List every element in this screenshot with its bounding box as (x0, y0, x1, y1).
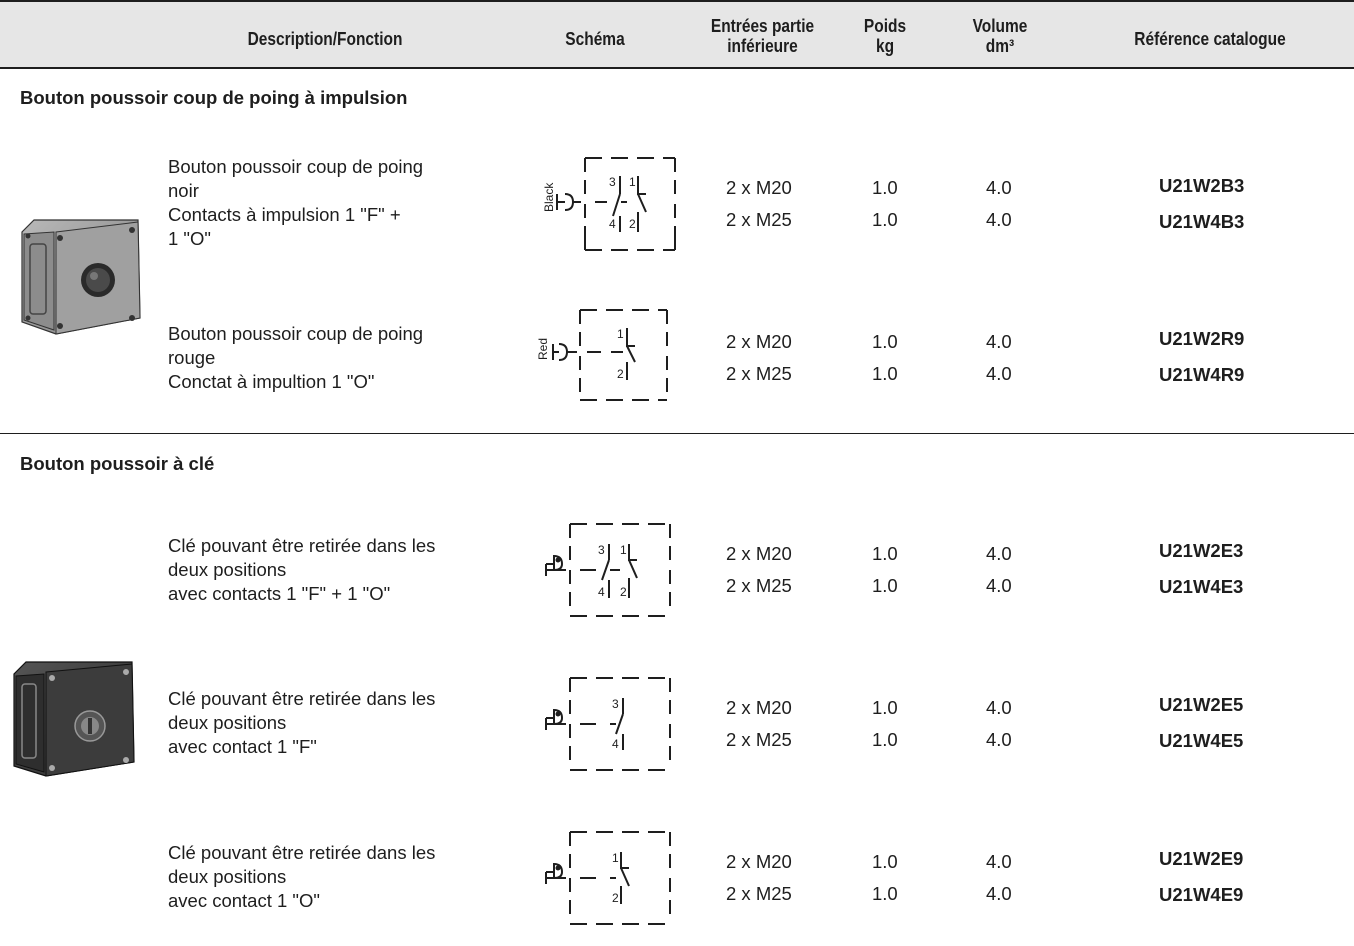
wiring-schema-key-nc: 1 2 (545, 831, 671, 925)
wiring-schema-nc: Red 1 2 (536, 309, 668, 401)
wiring-schema-no-nc: Black 3 4 1 2 (542, 157, 676, 251)
svg-text:4: 4 (598, 585, 605, 599)
svg-text:Red: Red (536, 338, 550, 360)
volume-value: 4.0 (986, 331, 1012, 352)
section-title: Bouton poussoir coup de poing à impulsio… (20, 87, 408, 108)
volume-value: 4.0 (986, 543, 1012, 564)
header-weight: Poids kg (863, 16, 907, 56)
product-description: Clé pouvant être retirée dans les deux p… (168, 842, 436, 911)
section-title: Bouton poussoir à clé (20, 453, 215, 474)
catalogue-reference: U21W4R9 (1159, 364, 1245, 385)
entry-value: 2 x M25 (726, 575, 792, 596)
enclosure-pushbutton-image (21, 219, 141, 335)
weight-value: 1.0 (872, 851, 898, 872)
volume-value: 4.0 (986, 575, 1012, 596)
weight-value: 1.0 (872, 729, 898, 750)
catalogue-reference: U21W2E5 (1159, 694, 1244, 715)
catalogue-reference: U21W4E9 (1159, 884, 1244, 905)
entry-value: 2 x M25 (726, 363, 792, 384)
weight-value: 1.0 (872, 543, 898, 564)
product-description: Bouton poussoir coup de poing rouge Conc… (168, 323, 424, 392)
section-divider (0, 433, 1354, 434)
product-description: Clé pouvant être retirée dans les deux p… (168, 535, 436, 604)
svg-text:3: 3 (612, 697, 619, 711)
volume-value: 4.0 (986, 851, 1012, 872)
volume-value: 4.0 (986, 729, 1012, 750)
entry-value: 2 x M20 (726, 331, 792, 352)
svg-text:3: 3 (598, 543, 605, 557)
volume-value: 4.0 (986, 363, 1012, 384)
weight-value: 1.0 (872, 209, 898, 230)
entry-value: 2 x M20 (726, 697, 792, 718)
catalogue-reference: U21W2E9 (1159, 848, 1244, 869)
svg-text:2: 2 (617, 367, 624, 381)
entry-value: 2 x M25 (726, 729, 792, 750)
product-description: Clé pouvant être retirée dans les deux p… (168, 688, 436, 757)
entry-value: 2 x M20 (726, 543, 792, 564)
svg-text:2: 2 (620, 585, 627, 599)
svg-text:2: 2 (612, 891, 619, 905)
volume-value: 4.0 (986, 697, 1012, 718)
entry-value: 2 x M25 (726, 209, 792, 230)
svg-text:1: 1 (629, 175, 636, 189)
svg-text:4: 4 (612, 737, 619, 751)
wiring-schema-key-no-nc: 3 4 1 2 (545, 523, 671, 617)
entry-value: 2 x M25 (726, 883, 792, 904)
weight-value: 1.0 (872, 883, 898, 904)
weight-value: 1.0 (872, 575, 898, 596)
weight-value: 1.0 (872, 363, 898, 384)
catalogue-reference: U21W2R9 (1159, 328, 1245, 349)
header-volume: Volume dm³ (972, 16, 1028, 56)
weight-value: 1.0 (872, 177, 898, 198)
weight-value: 1.0 (872, 331, 898, 352)
header-description: Description/Fonction (247, 29, 403, 49)
svg-text:1: 1 (617, 327, 624, 341)
product-description: Bouton poussoir coup de poing noir Conta… (168, 156, 424, 249)
volume-value: 4.0 (986, 177, 1012, 198)
svg-text:Black: Black (542, 182, 556, 212)
catalogue-reference: U21W4B3 (1159, 211, 1245, 232)
svg-text:3: 3 (609, 175, 616, 189)
catalogue-reference: U21W4E5 (1159, 730, 1244, 751)
entry-value: 2 x M20 (726, 851, 792, 872)
header-reference: Référence catalogue (1134, 29, 1286, 49)
entry-value: 2 x M20 (726, 177, 792, 198)
volume-value: 4.0 (986, 883, 1012, 904)
svg-text:2: 2 (629, 217, 636, 231)
svg-text:4: 4 (609, 217, 616, 231)
catalogue-reference: U21W2B3 (1159, 175, 1245, 196)
catalogue-reference: U21W4E3 (1159, 576, 1244, 597)
svg-text:1: 1 (620, 543, 627, 557)
weight-value: 1.0 (872, 697, 898, 718)
header-schema: Schéma (565, 29, 625, 49)
catalogue-reference: U21W2E3 (1159, 540, 1244, 561)
enclosure-keyswitch-image (13, 661, 135, 777)
svg-text:1: 1 (612, 851, 619, 865)
header-entries: Entrées partie inférieure (710, 16, 815, 56)
table-header (0, 0, 1354, 69)
wiring-schema-key-no: 3 4 (545, 677, 671, 771)
volume-value: 4.0 (986, 209, 1012, 230)
